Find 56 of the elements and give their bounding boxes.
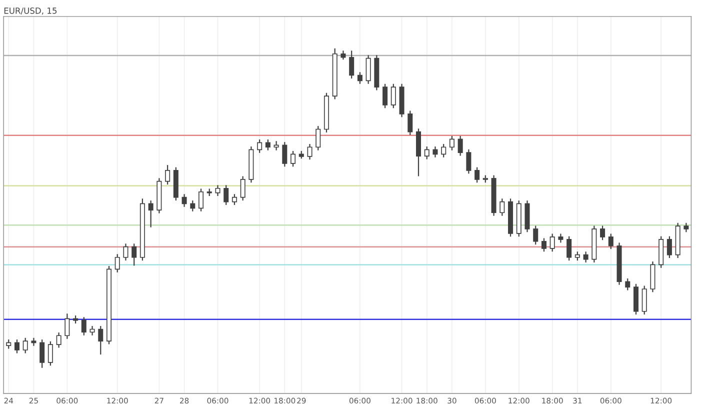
- candlestick: [566, 236, 572, 262]
- candlestick: [625, 278, 630, 291]
- candlestick: [56, 332, 62, 348]
- candlestick: [449, 135, 454, 151]
- candlestick: [215, 184, 220, 197]
- candlestick: [642, 285, 647, 316]
- candlestick: [600, 225, 606, 241]
- candlestick: [132, 243, 137, 266]
- candlestick: [14, 338, 20, 354]
- candlestick: [114, 254, 120, 273]
- candlestick: [90, 325, 95, 336]
- candlestick: [349, 50, 354, 80]
- candlestick: [190, 200, 196, 212]
- candlestick: [6, 338, 12, 350]
- candlestick: [307, 143, 312, 160]
- candlestick: [274, 140, 279, 151]
- candlestick: [81, 316, 86, 336]
- candlestick: [466, 148, 472, 174]
- candlestick: [165, 164, 170, 186]
- candlestick: [40, 338, 45, 368]
- candlestick: [366, 54, 371, 84]
- candlestick: [64, 313, 70, 340]
- candlestick: [533, 225, 538, 246]
- candlestick: [408, 110, 413, 136]
- candlestick: [608, 233, 614, 250]
- candlestick: [458, 135, 463, 156]
- candlestick: [316, 126, 321, 151]
- candlestick: [390, 83, 396, 109]
- candlestick: [232, 194, 237, 206]
- chart-title: EUR/USD, 15: [4, 8, 57, 15]
- candlestick: [424, 146, 430, 160]
- candlestick: [290, 150, 296, 168]
- candlestick: [198, 188, 204, 212]
- candlestick: [357, 72, 362, 84]
- candlestick: [22, 337, 28, 354]
- candlestick: [550, 233, 555, 252]
- candlestick: [123, 243, 128, 262]
- candlestick: [666, 236, 672, 259]
- candlestick: [432, 146, 438, 158]
- candlestick: [265, 138, 270, 151]
- candlestick: [500, 198, 505, 216]
- candlestick: [148, 200, 154, 228]
- candlestick: [441, 143, 446, 158]
- candlestick: [224, 184, 229, 206]
- candlestick: [257, 138, 262, 154]
- candlestick: [541, 238, 546, 252]
- candlestick: [474, 166, 480, 184]
- candlestick: [98, 325, 104, 356]
- candlestick: [282, 141, 288, 168]
- candlestick: [382, 83, 388, 109]
- candlestick: [31, 337, 36, 346]
- candlestick: [240, 176, 246, 202]
- candlestick: [48, 340, 53, 366]
- candlestick: [684, 222, 689, 233]
- candlestick: [182, 194, 187, 208]
- candlestick: [583, 251, 588, 264]
